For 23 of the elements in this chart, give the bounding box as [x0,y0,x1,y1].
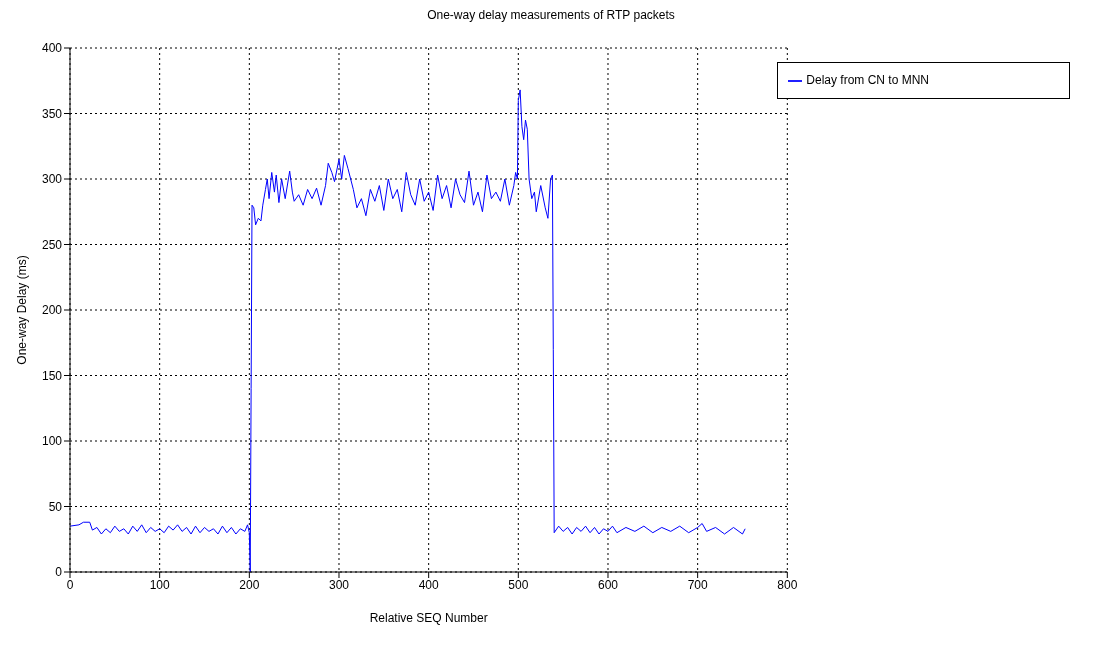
y-tick-label: 300 [41,172,63,187]
y-tick-label: 350 [41,106,63,121]
y-axis-title: One-way Delay (ms) [15,255,30,365]
x-tick-label: 400 [418,577,439,592]
y-tick-label: 100 [41,434,63,449]
x-tick-label: 200 [239,577,260,592]
x-tick-label: 0 [66,577,74,592]
y-tick-label: 150 [41,368,63,383]
y-tick-label: 250 [41,237,63,252]
x-tick-label: 800 [777,577,798,592]
y-tick-label: 50 [48,499,63,514]
y-tick-label: 400 [41,41,63,56]
x-tick-label: 600 [597,577,619,592]
legend-label: Delay from CN to MNN [806,73,929,87]
y-tick-label: 0 [55,565,63,580]
x-tick-label: 100 [149,577,170,592]
chart-title: One-way delay measurements of RTP packets [426,8,676,22]
y-tick-label: 200 [41,303,63,318]
line-series [70,89,746,572]
x-axis-title: Relative SEQ Number [369,611,488,625]
x-tick-label: 700 [687,577,708,592]
x-tick-label: 300 [328,577,350,592]
x-tick-label: 500 [508,577,529,592]
